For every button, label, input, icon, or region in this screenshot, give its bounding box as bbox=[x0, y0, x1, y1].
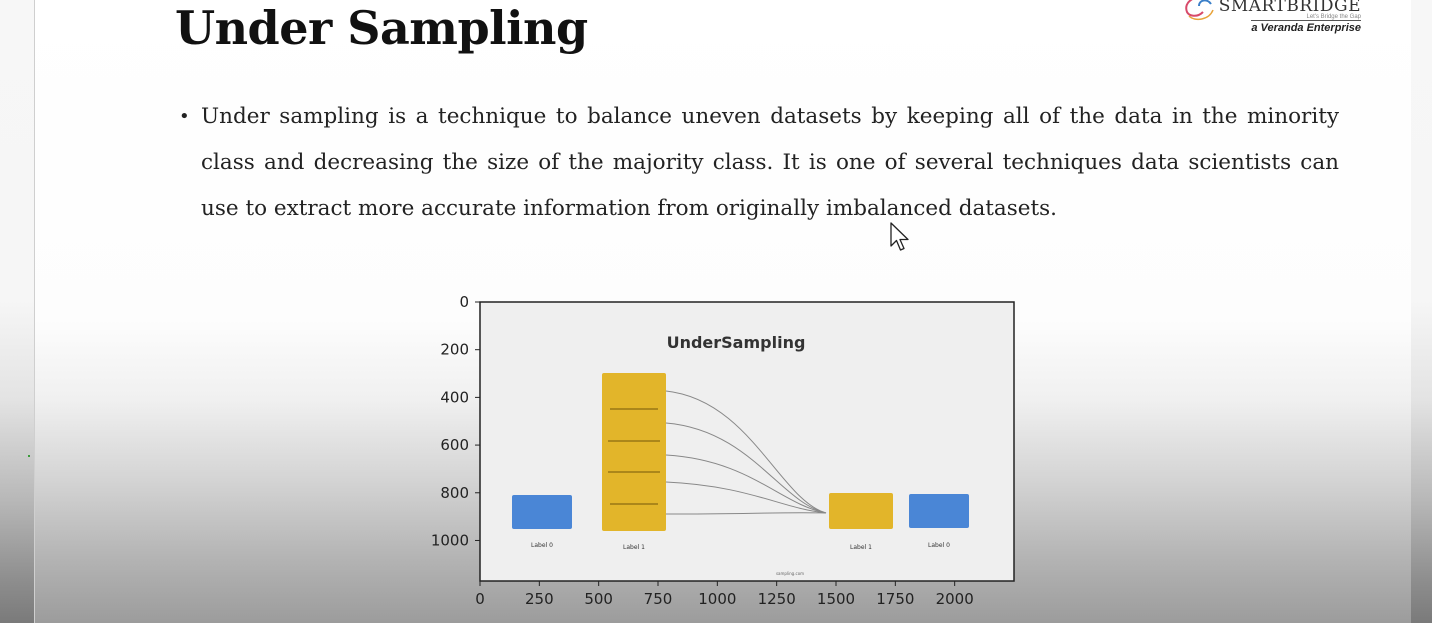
bullet-text: Under sampling is a technique to balance… bbox=[201, 104, 1339, 221]
y-tick-label: 200 bbox=[440, 341, 469, 359]
x-tick-label: 250 bbox=[525, 590, 554, 608]
chart-plot-area bbox=[479, 301, 1015, 582]
x-axis: 0 250 500 750 1000 1250 1500 1750 2000 bbox=[475, 581, 974, 608]
bar-label: Label 0 bbox=[531, 542, 553, 549]
x-tick-label: 2000 bbox=[936, 590, 974, 608]
y-tick-label: 800 bbox=[440, 484, 469, 502]
bar-label0-before bbox=[512, 495, 572, 529]
chart-title: UnderSampling bbox=[667, 333, 806, 352]
logo-tagline: Let's Bridge the Gap bbox=[1306, 14, 1361, 20]
logo-name: SMARTBRIDGE bbox=[1218, 0, 1361, 16]
bullet-point: • Under sampling is a technique to balan… bbox=[179, 94, 1339, 232]
x-tick-label: 1000 bbox=[698, 590, 736, 608]
screen-artifact bbox=[28, 455, 30, 457]
bar-label0-after bbox=[909, 494, 969, 528]
bar-label1-after bbox=[829, 493, 893, 529]
logo-subtitle: a Veranda Enterprise bbox=[1251, 22, 1361, 34]
logo-swirl-icon bbox=[1185, 0, 1214, 21]
mouse-cursor-icon bbox=[890, 222, 909, 251]
y-tick-label: 1000 bbox=[431, 531, 469, 549]
x-tick-label: 1750 bbox=[876, 590, 914, 608]
y-axis: 0 200 400 600 800 1000 bbox=[431, 293, 480, 549]
chart-footer-text: sampling.com bbox=[776, 571, 804, 576]
x-tick-label: 1500 bbox=[817, 590, 855, 608]
bar-label1-before bbox=[602, 373, 666, 531]
bar-label1-before-dividers bbox=[608, 408, 660, 505]
slide-title: Under Sampling bbox=[175, 1, 588, 55]
y-tick-label: 400 bbox=[440, 388, 469, 406]
x-tick-label: 1250 bbox=[758, 590, 796, 608]
bar-label: Label 1 bbox=[850, 544, 872, 551]
x-tick-label: 0 bbox=[475, 590, 485, 608]
smartbridge-logo: SMARTBRIDGE Let's Bridge the Gap a Veran… bbox=[1171, 0, 1361, 40]
undersampling-flow-curves bbox=[665, 390, 827, 515]
undersampling-chart: 0 200 400 600 800 1000 0 250 500 750 1000 1250 1500… bbox=[431, 293, 1015, 608]
x-tick-label: 750 bbox=[644, 590, 673, 608]
bar-label: Label 0 bbox=[928, 542, 950, 549]
bullet-dot-icon: • bbox=[179, 106, 190, 127]
y-tick-label: 600 bbox=[440, 436, 469, 454]
logo-divider bbox=[1251, 20, 1361, 21]
y-tick-label: 0 bbox=[459, 293, 469, 311]
x-tick-label: 500 bbox=[584, 590, 613, 608]
bar-label: Label 1 bbox=[623, 544, 645, 551]
